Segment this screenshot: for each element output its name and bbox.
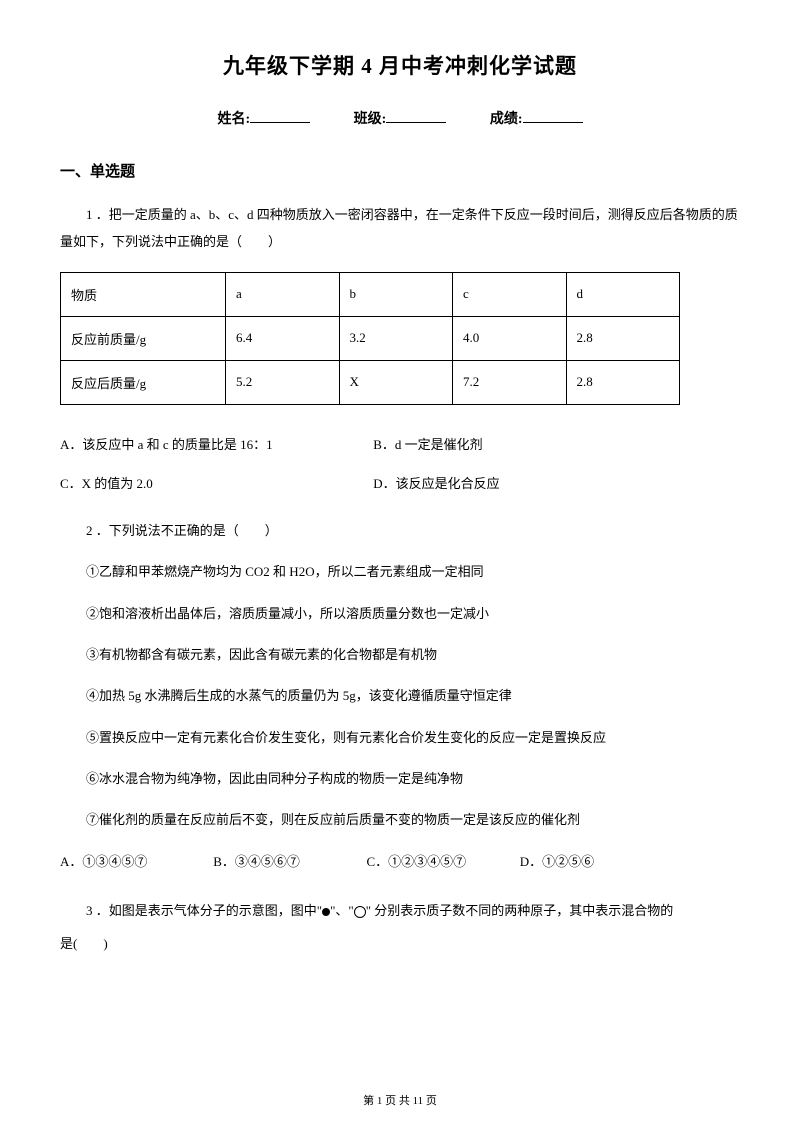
q1-optD: D．该反应是化合反应 [373, 470, 499, 497]
table-row: 物质 a b c d [61, 272, 680, 316]
table-row: 反应后质量/g 5.2 X 7.2 2.8 [61, 360, 680, 404]
q1-stem: 1 ．把一定质量的 a、b、c、d 四种物质放入一密闭容器中，在一定条件下反应一… [60, 201, 740, 256]
table-row: 反应前质量/g 6.4 3.2 4.0 2.8 [61, 316, 680, 360]
q2-i1: ①乙醇和甲苯燃烧产物均为 CO2 和 H2O，所以二者元素组成一定相同 [60, 558, 740, 585]
page-title: 九年级下学期 4 月中考冲刺化学试题 [60, 50, 740, 80]
q2-i7: ⑦催化剂的质量在反应前后不变，则在反应前后质量不变的物质一定是该反应的催化剂 [60, 806, 740, 833]
q1-optA: A．该反应中 a 和 c 的质量比是 16：1 [60, 431, 370, 458]
q2-optB: B．③④⑤⑥⑦ [213, 848, 363, 875]
table-cell: 2.8 [566, 316, 680, 360]
q3-part1: 3 ．如图是表示气体分子的示意图，图中" [86, 903, 322, 918]
q1-table: 物质 a b c d 反应前质量/g 6.4 3.2 4.0 2.8 反应后质量… [60, 272, 680, 405]
q2-options: A．①③④⑤⑦ B．③④⑤⑥⑦ C．①②③④⑤⑦ D．①②⑤⑥ [60, 848, 740, 875]
student-info-line: 姓名: 班级: 成绩: [60, 108, 740, 128]
q2-i4: ④加热 5g 水沸腾后生成的水蒸气的质量仍为 5g，该变化遵循质量守恒定律 [60, 682, 740, 709]
footer-mid: 页 共 [382, 1095, 412, 1107]
table-cell: 物质 [61, 272, 226, 316]
filled-circle-icon [322, 908, 330, 916]
table-cell: 7.2 [453, 360, 567, 404]
score-blank [523, 122, 583, 123]
footer-suffix: 页 [423, 1095, 437, 1107]
name-label: 姓名: [217, 112, 250, 127]
q3-part4: 是( ) [60, 930, 740, 957]
q2-i2: ②饱和溶液析出晶体后，溶质质量减小，所以溶质质量分数也一定减小 [60, 600, 740, 627]
q3-part2: "、" [330, 903, 354, 918]
table-cell: 反应前质量/g [61, 316, 226, 360]
table-cell: c [453, 272, 567, 316]
table-cell: 6.4 [226, 316, 340, 360]
table-cell: 反应后质量/g [61, 360, 226, 404]
q2-optD: D．①②⑤⑥ [520, 848, 594, 875]
q1-options-row1: A．该反应中 a 和 c 的质量比是 16：1 B．d 一定是催化剂 [60, 431, 740, 458]
q2-optC: C．①②③④⑤⑦ [367, 848, 517, 875]
q2-optA: A．①③④⑤⑦ [60, 848, 210, 875]
table-cell: b [339, 272, 453, 316]
table-cell: 3.2 [339, 316, 453, 360]
q1-optC: C．X 的值为 2.0 [60, 470, 370, 497]
footer-prefix: 第 [363, 1095, 377, 1107]
table-cell: 2.8 [566, 360, 680, 404]
table-cell: X [339, 360, 453, 404]
q3-part3: " 分别表示质子数不同的两种原子，其中表示混合物的 [366, 903, 674, 918]
empty-circle-icon [354, 906, 366, 918]
class-blank [386, 122, 446, 123]
table-cell: 4.0 [453, 316, 567, 360]
q1-stem-text: 1 ．把一定质量的 a、b、c、d 四种物质放入一密闭容器中，在一定条件下反应一… [60, 207, 738, 249]
section-heading-1: 一、单选题 [60, 160, 740, 181]
q2-i6: ⑥冰水混合物为纯净物，因此由同种分子构成的物质一定是纯净物 [60, 765, 740, 792]
footer-total: 11 [413, 1095, 424, 1107]
table-cell: a [226, 272, 340, 316]
score-label: 成绩: [490, 112, 523, 127]
name-blank [250, 122, 310, 123]
page-footer: 第 1 页 共 11 页 [0, 1092, 800, 1108]
table-cell: d [566, 272, 680, 316]
q2-i5: ⑤置换反应中一定有元素化合价发生变化，则有元素化合价发生变化的反应一定是置换反应 [60, 724, 740, 751]
q1-optB: B．d 一定是催化剂 [373, 431, 482, 458]
q3-stem: 3 ．如图是表示气体分子的示意图，图中" "、" " 分别表示质子数不同的两种原子，… [60, 897, 740, 924]
q2-stem: 2 ．下列说法不正确的是（ ） [60, 517, 740, 544]
table-cell: 5.2 [226, 360, 340, 404]
q1-options-row2: C．X 的值为 2.0 D．该反应是化合反应 [60, 470, 740, 497]
q2-i3: ③有机物都含有碳元素，因此含有碳元素的化合物都是有机物 [60, 641, 740, 668]
class-label: 班级: [354, 112, 387, 127]
